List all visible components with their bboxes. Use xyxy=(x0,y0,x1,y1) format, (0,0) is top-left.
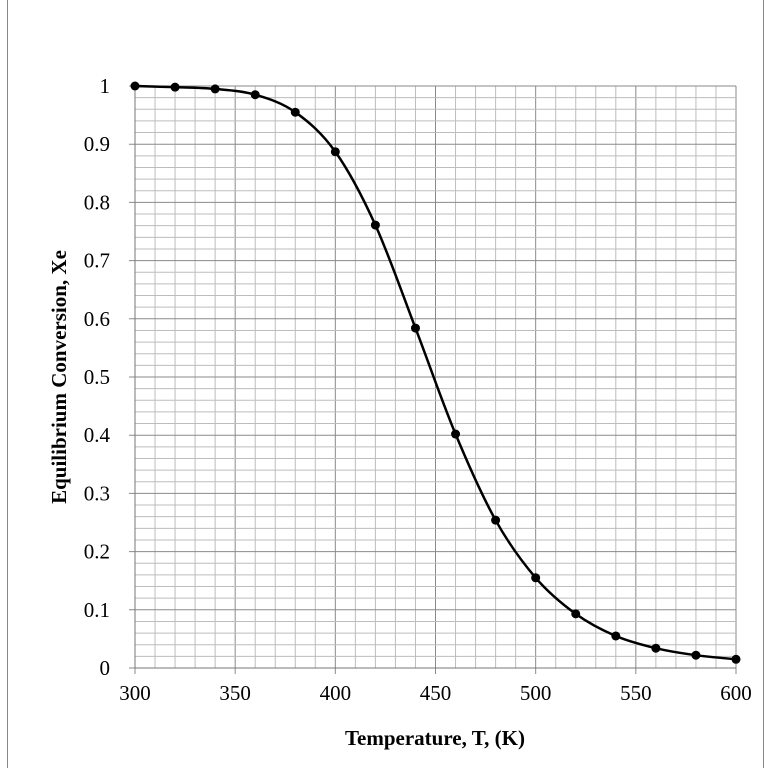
x-tick-label: 400 xyxy=(320,681,352,705)
data-point xyxy=(210,84,220,94)
y-tick-label: 0.7 xyxy=(84,249,110,273)
data-point xyxy=(290,107,300,117)
y-tick-label: 0.4 xyxy=(84,423,111,447)
y-tick-label: 0.3 xyxy=(84,481,110,505)
y-tick-label: 1 xyxy=(100,74,111,98)
x-tick-label: 450 xyxy=(420,681,452,705)
data-point xyxy=(370,220,380,230)
data-point xyxy=(491,515,501,525)
x-tick-labels: 300 350 400 450 500 550 600 xyxy=(119,681,752,705)
grid xyxy=(129,85,737,674)
x-tick-label: 300 xyxy=(119,681,151,705)
data-point xyxy=(130,81,140,91)
y-tick-label: 0.6 xyxy=(84,307,110,331)
x-tick-label: 550 xyxy=(620,681,652,705)
data-points xyxy=(130,81,741,664)
x-tick-label: 500 xyxy=(520,681,552,705)
y-tick-label: 0.8 xyxy=(84,190,110,214)
data-point xyxy=(250,90,260,100)
data-point xyxy=(691,650,701,660)
y-tick-label: 0 xyxy=(100,656,111,680)
data-point xyxy=(170,82,180,92)
x-tick-label: 600 xyxy=(720,681,752,705)
y-tick-label: 0.5 xyxy=(84,365,110,389)
y-tick-labels: 0 0.1 0.2 0.3 0.4 0.5 0.6 0.7 0.8 0.9 1 xyxy=(84,74,111,680)
data-point xyxy=(531,573,541,583)
data-point xyxy=(330,147,340,157)
data-point xyxy=(651,643,661,653)
data-point xyxy=(731,654,741,664)
data-point xyxy=(451,429,461,439)
x-axis-label: Temperature, T, (K) xyxy=(345,726,525,750)
y-tick-label: 0.2 xyxy=(84,540,110,564)
data-point xyxy=(571,609,581,619)
x-tick-label: 350 xyxy=(219,681,251,705)
data-point xyxy=(611,631,621,641)
data-point xyxy=(410,323,420,333)
figure-frame xyxy=(7,0,764,768)
series-line xyxy=(134,84,737,661)
y-axis-label: Equilibrium Conversion, Xe xyxy=(47,250,71,504)
y-tick-label: 0.1 xyxy=(84,598,110,622)
y-tick-label: 0.9 xyxy=(84,132,110,156)
